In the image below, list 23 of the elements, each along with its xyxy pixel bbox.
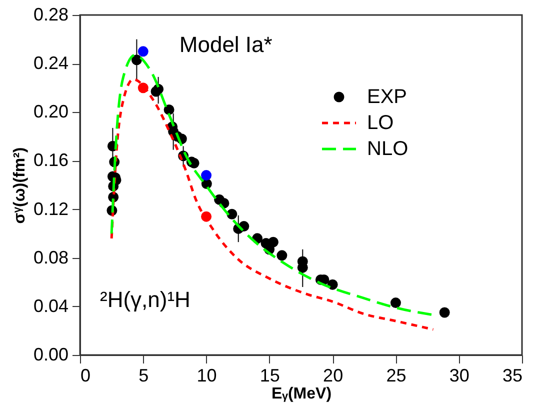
x-tick-label: 25: [386, 366, 406, 386]
y-tick-label: 0.12: [33, 198, 68, 219]
annotation: Model Ia*: [179, 32, 273, 57]
x-tick-label: 10: [196, 366, 217, 386]
x-tick-label: 5: [138, 366, 149, 386]
y-tick-label: 0.16: [33, 150, 68, 170]
y-tick-label: 0.28: [33, 4, 68, 24]
x-tick-label: 35: [502, 366, 522, 386]
legend-label: NLO: [367, 138, 408, 160]
x-tick-label: 30: [449, 366, 470, 386]
y-tick-label: 0.20: [33, 102, 68, 122]
y-tick-label: 0.08: [33, 247, 68, 268]
annotation: ²H(γ,n)¹H: [100, 287, 190, 312]
y-tick-label: 0.00: [33, 344, 68, 364]
x-tick-label: 20: [323, 366, 344, 386]
y-axis-title: σᵞ(ω)(fm²): [11, 147, 28, 224]
legend-label: EXP: [367, 86, 408, 108]
y-tick-label: 0.04: [33, 296, 68, 316]
y-tick-label: 0.24: [33, 53, 68, 74]
x-tick-label: 0: [80, 366, 91, 386]
legend-label: LO: [367, 112, 394, 134]
x-tick-label: 15: [260, 366, 280, 386]
x-axis-title: Eᵧ(MeV): [271, 386, 332, 402]
